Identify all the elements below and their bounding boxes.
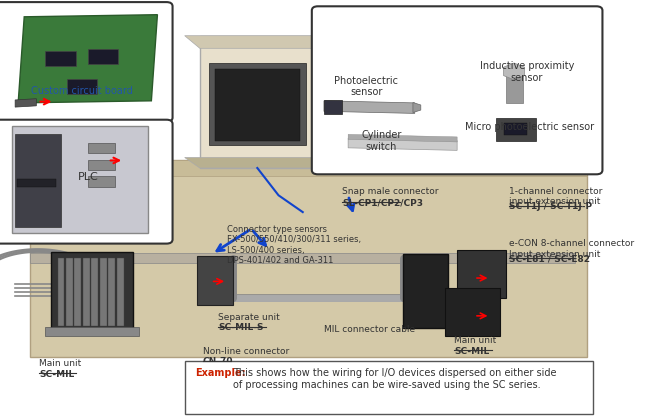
Bar <box>57 258 64 326</box>
Text: Main unit: Main unit <box>40 359 82 368</box>
Bar <box>88 160 115 170</box>
Bar <box>88 143 115 153</box>
Bar <box>75 258 81 326</box>
Text: SC-E81 / SC-E82: SC-E81 / SC-E82 <box>508 255 590 263</box>
Polygon shape <box>31 160 588 357</box>
Bar <box>100 258 107 326</box>
Bar <box>497 118 536 141</box>
FancyBboxPatch shape <box>0 120 172 244</box>
Text: Cylinder
switch: Cylinder switch <box>361 130 402 152</box>
Text: Connector type sensors
FX-500/550/410/300/311 series,
LS-500/400 series,
DPS-401: Connector type sensors FX-500/550/410/30… <box>227 225 361 265</box>
Bar <box>31 253 575 262</box>
Bar <box>15 134 60 227</box>
Text: This shows how the wiring for I/O devices dispersed on either side
of processing: This shows how the wiring for I/O device… <box>233 368 556 390</box>
Text: 1-channel connector
input extension unit: 1-channel connector input extension unit <box>508 187 602 206</box>
Bar <box>402 254 448 328</box>
Text: SC-MIL: SC-MIL <box>40 370 75 378</box>
Text: PLC: PLC <box>77 172 98 182</box>
Polygon shape <box>18 15 157 103</box>
Bar <box>506 76 523 103</box>
Bar <box>66 258 73 326</box>
Polygon shape <box>348 134 457 142</box>
Polygon shape <box>504 63 525 80</box>
Polygon shape <box>31 160 588 176</box>
Text: SC-T1J / SC-T1J-P: SC-T1J / SC-T1J-P <box>508 202 592 211</box>
Polygon shape <box>348 138 457 150</box>
Text: Separate unit: Separate unit <box>218 313 280 322</box>
Bar <box>83 258 90 326</box>
Text: SC-MIL: SC-MIL <box>454 346 489 355</box>
Polygon shape <box>413 102 421 113</box>
Text: Non-line connector: Non-line connector <box>203 346 289 355</box>
Text: Photoelectric
sensor: Photoelectric sensor <box>334 76 398 97</box>
Bar <box>51 252 133 330</box>
Bar <box>117 258 124 326</box>
Text: Main unit: Main unit <box>454 336 497 345</box>
Bar <box>46 327 139 336</box>
Polygon shape <box>324 101 415 113</box>
Polygon shape <box>185 36 330 48</box>
Bar <box>457 250 506 298</box>
Text: SC-MIL-S: SC-MIL-S <box>218 323 263 332</box>
Polygon shape <box>185 158 330 168</box>
Bar <box>504 123 527 135</box>
Bar <box>445 288 499 336</box>
Text: Micro photoelectric sensor: Micro photoelectric sensor <box>465 122 594 132</box>
Bar <box>92 258 98 326</box>
Bar <box>109 258 115 326</box>
Polygon shape <box>200 36 315 168</box>
Polygon shape <box>15 99 36 107</box>
FancyBboxPatch shape <box>312 6 603 174</box>
Bar <box>209 63 306 145</box>
Bar <box>215 69 300 141</box>
Polygon shape <box>315 36 330 168</box>
FancyBboxPatch shape <box>0 2 172 122</box>
Text: SL-CP1/CP2/CP3: SL-CP1/CP2/CP3 <box>342 198 423 207</box>
Text: CN-70: CN-70 <box>203 357 233 366</box>
Bar <box>88 49 118 64</box>
Bar <box>66 79 97 94</box>
Bar <box>197 256 233 304</box>
Text: e-CON 8-channel connector
Input extension unit: e-CON 8-channel connector Input extensio… <box>508 239 634 259</box>
Bar <box>17 178 57 187</box>
Text: Example:: Example: <box>195 368 246 378</box>
Bar <box>46 51 75 66</box>
Text: Snap male connector: Snap male connector <box>342 187 439 196</box>
Text: MIL connector cable: MIL connector cable <box>324 326 415 334</box>
Bar <box>88 176 115 187</box>
Bar <box>12 126 148 233</box>
FancyBboxPatch shape <box>185 361 593 414</box>
Text: Custom circuit board: Custom circuit board <box>31 86 133 96</box>
Text: Inductive proximity
sensor: Inductive proximity sensor <box>480 61 574 82</box>
Bar <box>324 100 342 114</box>
